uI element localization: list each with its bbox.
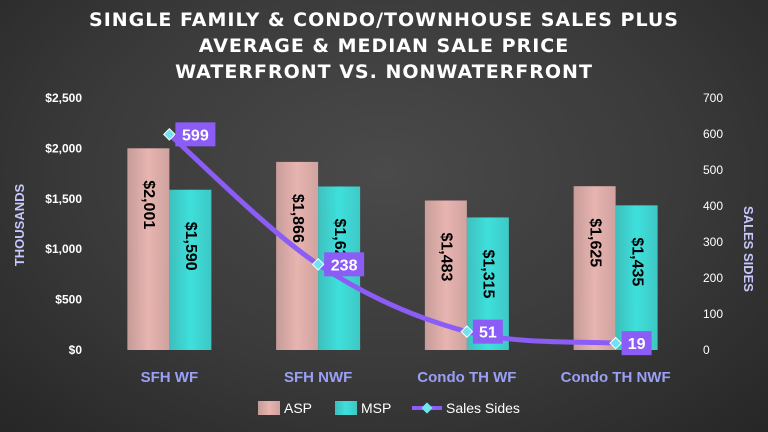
left-axis-ticks: $0 $500 $1,000 $1,500 $2,000 $2,500 (45, 91, 82, 357)
right-tick-label: 400 (703, 199, 723, 213)
sales-sides-label-box (621, 331, 652, 356)
left-tick-label: $2,000 (45, 141, 82, 155)
right-tick-label: 200 (703, 271, 723, 285)
chart-title-line-3: WATERFRONT VS. NONWATERFRONT (175, 61, 593, 83)
right-tick-label: 100 (703, 307, 723, 321)
left-tick-label: $2,500 (45, 91, 82, 105)
left-tick-label: $1,500 (45, 192, 82, 206)
sales-sides-label-box (472, 319, 503, 344)
category-label: SFH WF (141, 369, 199, 386)
right-tick-label: 600 (703, 127, 723, 141)
bar-data-label: $1,315 (480, 249, 497, 298)
category-label: SFH NWF (284, 369, 352, 386)
legend-label: MSP (361, 400, 391, 416)
legend-swatch-marker (421, 402, 433, 414)
bar-msp (615, 205, 658, 350)
legend-label: ASP (284, 400, 312, 416)
sales-sides-marker (163, 127, 176, 141)
right-tick-label: 500 (703, 163, 723, 177)
bar-asp (276, 161, 319, 350)
bar-data-label: $1,435 (628, 237, 645, 286)
bar-asp (573, 186, 616, 350)
sales-sides-marker (609, 336, 622, 350)
category-labels: SFH WF SFH NWF Condo TH WF Condo TH NWF (141, 369, 671, 386)
right-tick-label: 0 (703, 343, 710, 357)
legend-label: Sales Sides (446, 400, 520, 416)
chart-title: SINGLE FAMILY & CONDO/TOWNHOUSE SALES PL… (89, 9, 679, 83)
right-tick-label: 700 (703, 91, 723, 105)
sales-sides-label-box (324, 252, 365, 277)
sales-sides-line (166, 131, 619, 346)
chart-title-line-2: AVERAGE & MEDIAN SALE PRICE (199, 35, 569, 57)
left-tick-label: $0 (69, 343, 83, 357)
bar-data-label: $1,483 (438, 233, 455, 282)
sales-sides-data-label: 51 (479, 325, 497, 342)
line-series: 599 238 51 19 (163, 122, 652, 356)
sales-sides-label-box (175, 122, 216, 147)
right-tick-label: 300 (703, 235, 723, 249)
bar-data-labels: $2,001$1,590$1,866$1,622 $1,483 $1,315$1,6… (140, 180, 645, 298)
right-axis-title: SALES SIDES (741, 206, 756, 292)
legend-swatch-msp (335, 401, 357, 415)
bar-data-label: $2,001 (140, 180, 157, 229)
bar-data-label: $1,866 (289, 194, 306, 243)
chart-title-line-1: SINGLE FAMILY & CONDO/TOWNHOUSE SALES PL… (89, 9, 679, 31)
sales-sides-data-label: 19 (628, 336, 646, 353)
left-axis-title: THOUSANDS (12, 184, 27, 267)
left-tick-label: $1,000 (45, 242, 82, 256)
sales-sides-data-label: 599 (182, 127, 209, 144)
right-axis-ticks: 0 100 200 300 400 500 600 700 (703, 91, 723, 357)
sales-sides-marker (460, 325, 474, 339)
legend-swatch-asp (258, 401, 280, 415)
sales-sides-data-label: 238 (331, 257, 358, 274)
category-label: Condo TH NWF (561, 369, 671, 386)
bar-msp (169, 189, 212, 350)
bar-data-label: $1,590 (182, 222, 199, 271)
left-tick-label: $500 (55, 293, 82, 307)
sales-sides-marker (311, 257, 325, 271)
bar-asp (127, 148, 170, 350)
bar-series (127, 148, 658, 350)
category-label: Condo TH WF (417, 369, 516, 386)
chart-legend: ASP MSP Sales Sides (258, 400, 520, 416)
bar-data-label: $1,625 (586, 218, 603, 267)
